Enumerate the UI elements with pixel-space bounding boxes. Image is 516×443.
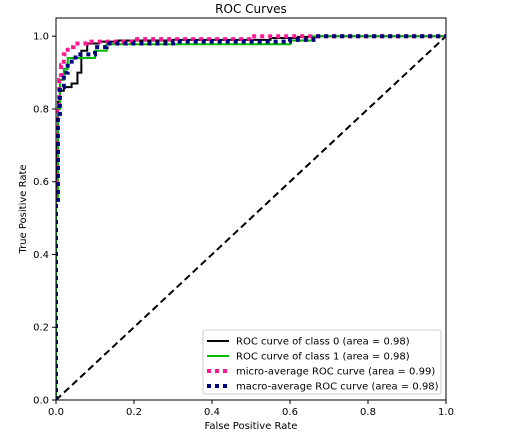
legend-label: macro-average ROC curve (area = 0.98) bbox=[236, 382, 439, 393]
x-tick-label: 0.0 bbox=[48, 407, 64, 418]
series-line-macro-average-roc-curve-area-0-98 bbox=[56, 34, 446, 400]
series-layer bbox=[56, 34, 446, 400]
plot-area-frame bbox=[55, 17, 447, 401]
y-axis: 0.0 0.2 0.4 0.6 0.8 1.0 bbox=[33, 32, 56, 407]
x-axis-label: False Positive Rate bbox=[205, 421, 298, 432]
y-tick-label: 1.0 bbox=[33, 32, 49, 43]
legend-box bbox=[202, 329, 442, 395]
y-tick-label: 0.4 bbox=[33, 250, 49, 261]
x-tick-label: 1.0 bbox=[438, 407, 454, 418]
y-tick-label: 0.8 bbox=[33, 104, 49, 115]
x-axis: 0.0 0.2 0.4 0.6 0.8 1.0 bbox=[48, 400, 454, 418]
y-tick-label: 0.0 bbox=[33, 396, 49, 407]
x-tick-label: 0.8 bbox=[360, 407, 376, 418]
y-tick-label: 0.6 bbox=[33, 177, 49, 188]
chance-reference-line bbox=[56, 35, 446, 400]
x-tick-label: 0.2 bbox=[126, 407, 142, 418]
legend: ROC curve of class 0 (area = 0.98) ROC cu… bbox=[202, 329, 442, 395]
legend-label: micro-average ROC curve (area = 0.99) bbox=[236, 367, 435, 378]
legend-label: ROC curve of class 1 (area = 0.98) bbox=[236, 352, 410, 363]
x-tick-label: 0.6 bbox=[282, 407, 298, 418]
chart-title: ROC Curves bbox=[215, 2, 287, 16]
y-axis-label: True Positive Rate bbox=[18, 164, 29, 254]
legend-label: ROC curve of class 0 (area = 0.98) bbox=[236, 337, 410, 348]
x-tick-label: 0.4 bbox=[204, 407, 220, 418]
y-tick-label: 0.2 bbox=[33, 323, 49, 334]
